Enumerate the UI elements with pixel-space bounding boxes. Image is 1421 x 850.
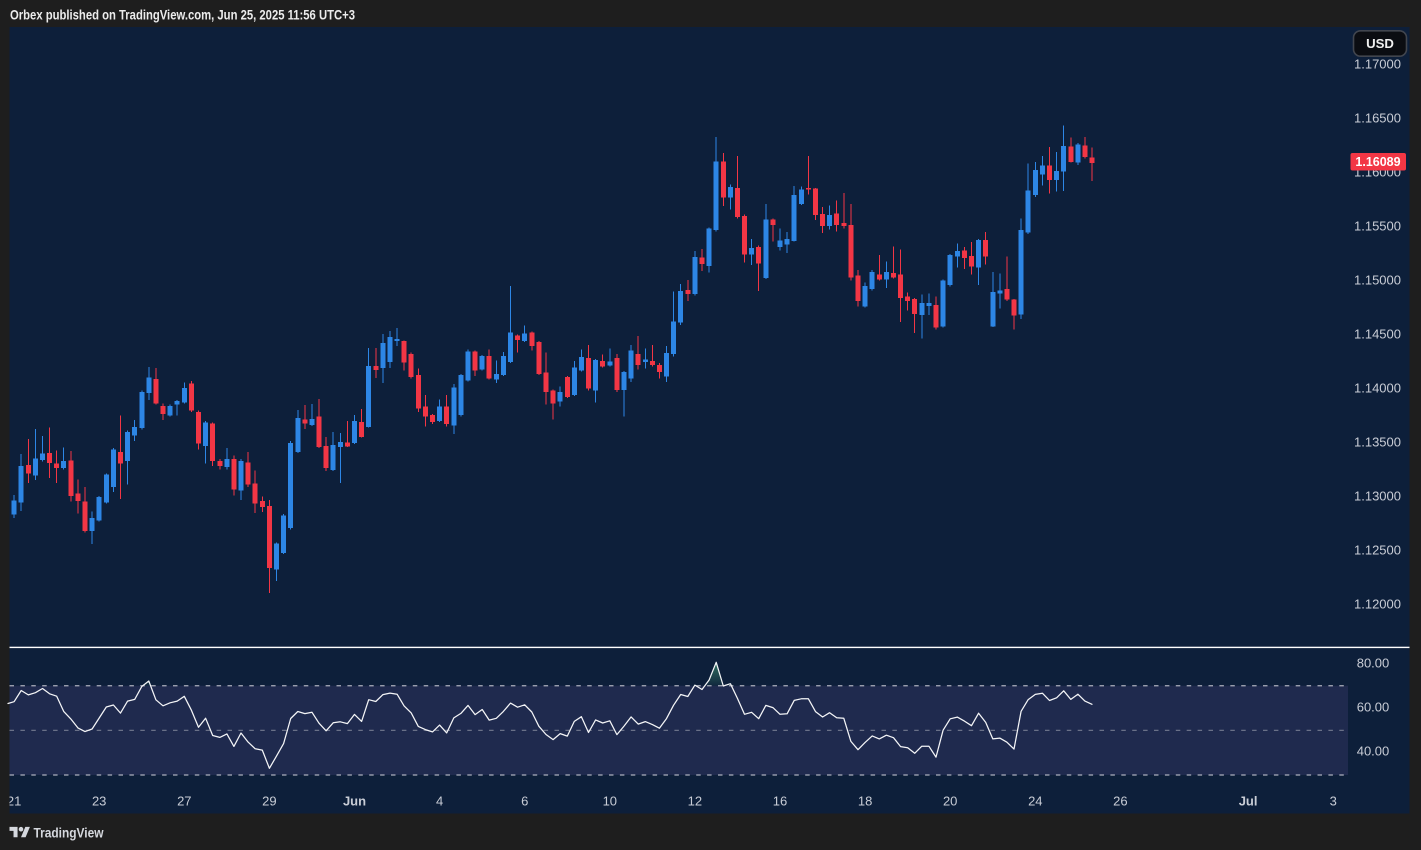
svg-text:29: 29 <box>262 794 276 809</box>
svg-text:20: 20 <box>943 794 957 809</box>
svg-text:12: 12 <box>688 794 702 809</box>
svg-text:23: 23 <box>92 794 106 809</box>
svg-text:Jul: Jul <box>1239 794 1258 809</box>
svg-text:1.14500: 1.14500 <box>1354 327 1401 342</box>
svg-text:TradingView: TradingView <box>34 826 104 841</box>
svg-text:3: 3 <box>1330 794 1337 809</box>
svg-text:10: 10 <box>603 794 617 809</box>
svg-text:1.17000: 1.17000 <box>1354 57 1401 72</box>
svg-text:27: 27 <box>177 794 191 809</box>
svg-text:USD: USD <box>1366 36 1394 51</box>
svg-text:26: 26 <box>1113 794 1127 809</box>
svg-text:60.00: 60.00 <box>1357 700 1390 715</box>
svg-text:4: 4 <box>436 794 443 809</box>
svg-text:18: 18 <box>858 794 872 809</box>
svg-text:Jun: Jun <box>343 794 366 809</box>
svg-text:Orbex published on TradingView: Orbex published on TradingView.com, Jun … <box>10 7 355 23</box>
svg-text:1.15500: 1.15500 <box>1354 219 1401 234</box>
svg-text:1.16089: 1.16089 <box>1355 155 1400 169</box>
svg-text:1.15000: 1.15000 <box>1354 273 1401 288</box>
svg-text:40.00: 40.00 <box>1357 744 1390 759</box>
svg-text:1.16500: 1.16500 <box>1354 111 1401 126</box>
svg-text:6: 6 <box>521 794 528 809</box>
svg-text:80.00: 80.00 <box>1357 656 1390 671</box>
svg-text:1.12500: 1.12500 <box>1354 543 1401 558</box>
svg-text:24: 24 <box>1028 794 1042 809</box>
svg-text:1.14000: 1.14000 <box>1354 381 1401 396</box>
svg-text:21: 21 <box>7 794 21 809</box>
svg-text:1.13500: 1.13500 <box>1354 435 1401 450</box>
svg-text:1.13000: 1.13000 <box>1354 489 1401 504</box>
svg-text:16: 16 <box>773 794 787 809</box>
svg-text:1.12000: 1.12000 <box>1354 597 1401 612</box>
